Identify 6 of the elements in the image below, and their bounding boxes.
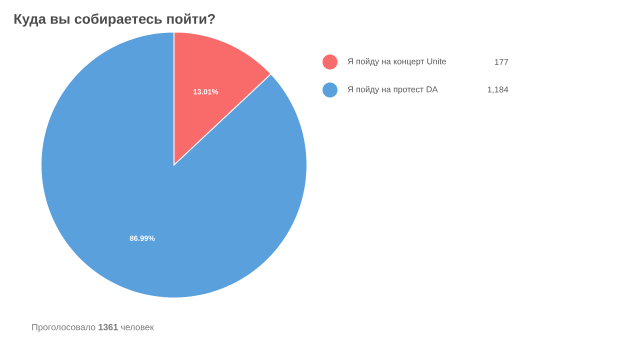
legend-label: Я пойду на протест DA [348, 86, 438, 94]
text: 1,184 [488, 86, 508, 94]
chart-title: Куда вы собираетесь пойти? [14, 13, 215, 27]
legend-label: Я пойду на концерт Unite [348, 58, 446, 66]
text: 177 [494, 59, 508, 65]
text: Проголосовало 1361 человек [32, 324, 154, 332]
